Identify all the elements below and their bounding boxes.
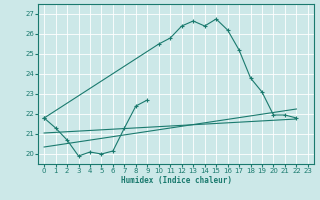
X-axis label: Humidex (Indice chaleur): Humidex (Indice chaleur) bbox=[121, 176, 231, 185]
